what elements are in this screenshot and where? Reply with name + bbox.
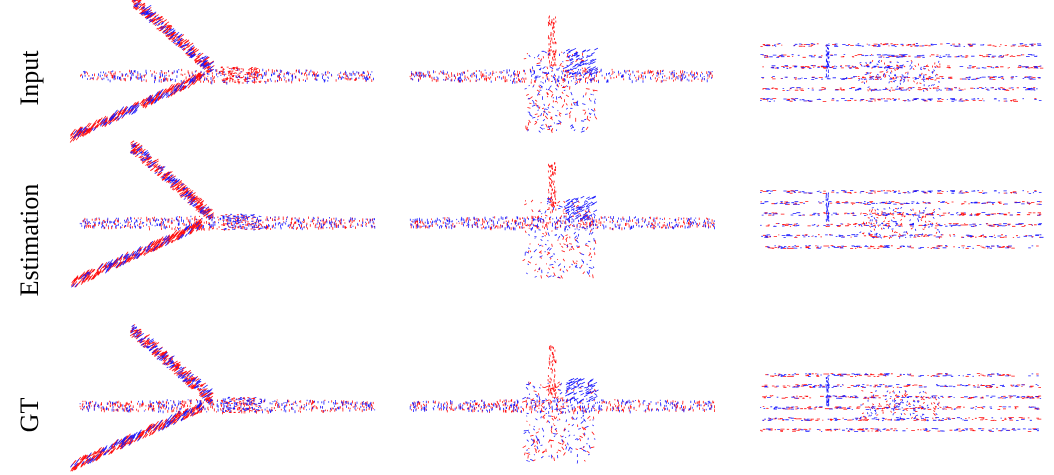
point-cloud-blue	[410, 196, 714, 278]
point-cloud-blue	[760, 374, 1041, 432]
point-cloud-blue	[70, 325, 374, 467]
row-label: GT	[15, 398, 44, 433]
point-cloud-red	[71, 141, 374, 287]
row-label: Input	[15, 50, 44, 106]
row-label: Estimation	[15, 184, 44, 297]
point-cloud-red	[411, 162, 714, 278]
figure: Input Estimation GT	[0, 0, 1054, 475]
point-cloud-red	[410, 16, 712, 133]
point-cloud-blue	[410, 378, 712, 463]
point-cloud-blue	[71, 143, 374, 287]
point-cloud-red	[760, 191, 1042, 249]
point-cloud-blue	[411, 48, 712, 132]
point-cloud-red	[71, 324, 374, 471]
point-clouds	[70, 0, 1043, 471]
point-cloud-red	[760, 44, 1043, 102]
point-cloud-red	[70, 0, 372, 143]
point-cloud-blue	[760, 44, 1042, 102]
